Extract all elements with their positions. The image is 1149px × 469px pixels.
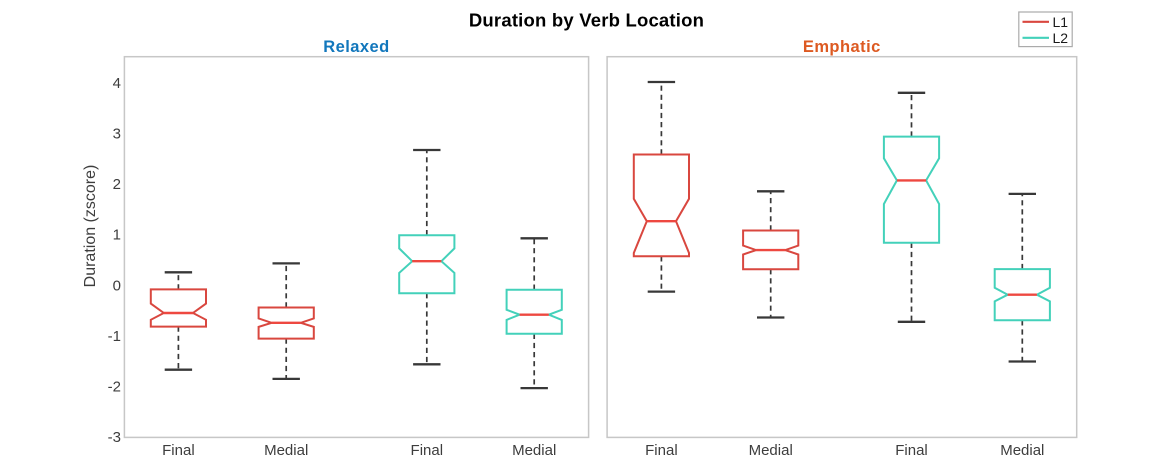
svg-text:Final: Final bbox=[645, 442, 678, 459]
svg-text:Medial: Medial bbox=[264, 442, 308, 459]
svg-text:L2: L2 bbox=[1053, 30, 1069, 46]
svg-text:-2: -2 bbox=[108, 379, 121, 396]
svg-text:-1: -1 bbox=[108, 328, 121, 345]
svg-text:Duration (zscore): Duration (zscore) bbox=[82, 165, 99, 288]
svg-text:Final: Final bbox=[162, 442, 195, 459]
svg-text:-3: -3 bbox=[108, 429, 121, 446]
svg-text:1: 1 bbox=[113, 227, 121, 244]
svg-text:Medial: Medial bbox=[512, 442, 556, 459]
svg-text:Medial: Medial bbox=[1000, 442, 1044, 459]
svg-text:0: 0 bbox=[113, 277, 121, 294]
svg-text:2: 2 bbox=[113, 176, 121, 193]
svg-text:4: 4 bbox=[113, 75, 121, 92]
svg-text:Final: Final bbox=[895, 442, 928, 459]
svg-text:Medial: Medial bbox=[749, 442, 793, 459]
svg-text:Duration by Verb Location: Duration by Verb Location bbox=[469, 9, 704, 30]
svg-text:Final: Final bbox=[411, 442, 444, 459]
svg-text:L1: L1 bbox=[1053, 14, 1069, 30]
svg-text:Emphatic: Emphatic bbox=[803, 38, 881, 56]
svg-text:3: 3 bbox=[113, 126, 121, 143]
svg-text:Relaxed: Relaxed bbox=[323, 38, 389, 56]
